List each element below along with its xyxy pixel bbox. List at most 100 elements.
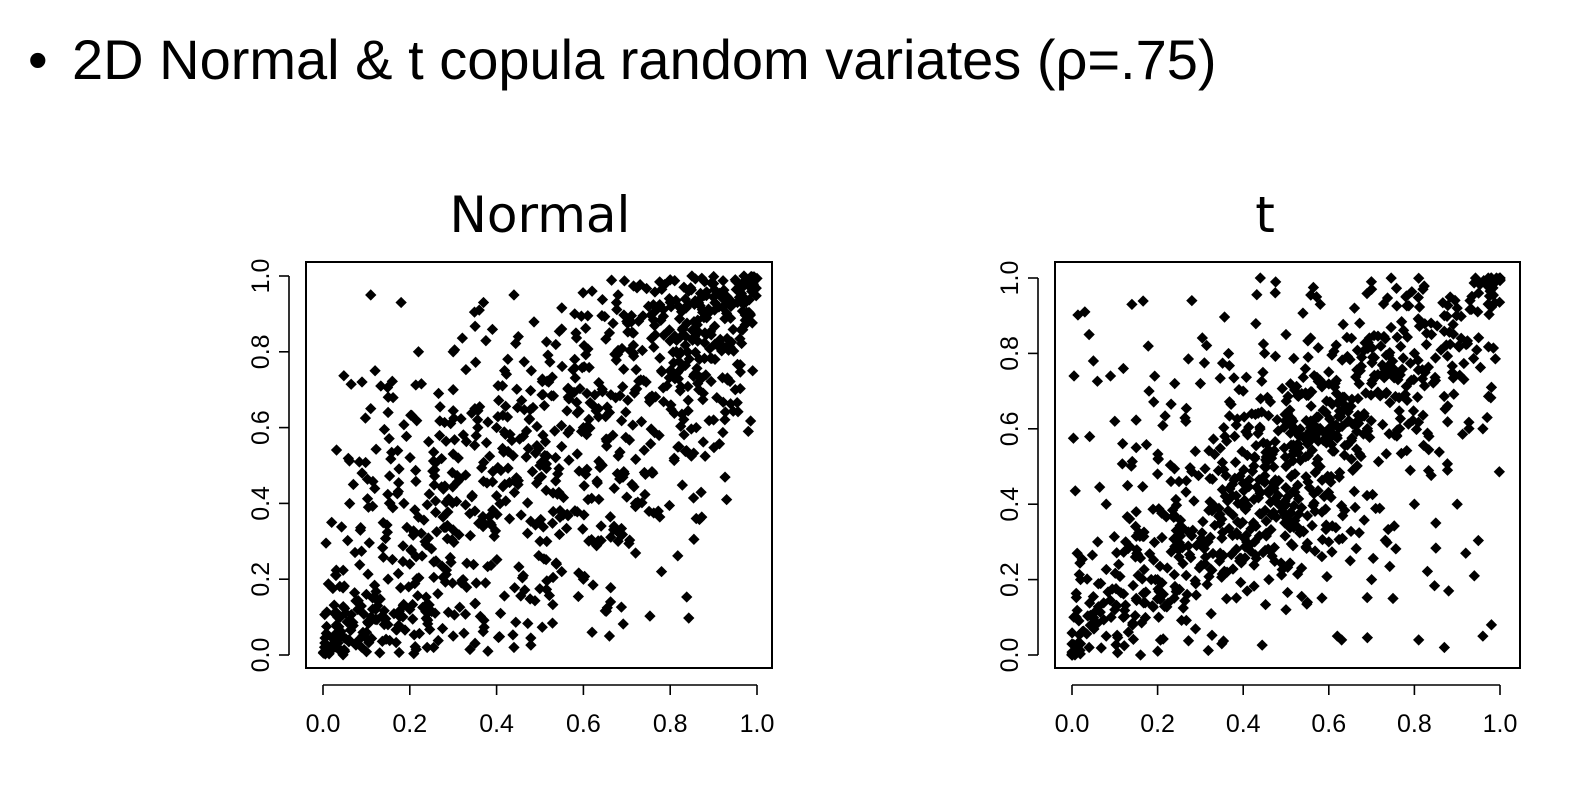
t-chart-point (1422, 361, 1435, 373)
normal-chart-point (430, 555, 442, 567)
normal-chart-point (499, 400, 512, 412)
normal-chart-point (504, 428, 516, 441)
t-chart-point (1217, 549, 1230, 562)
t-chart-point (1236, 445, 1248, 458)
normal-chart-point (707, 291, 720, 303)
normal-chart-point (612, 450, 624, 462)
t-chart-point (1296, 590, 1308, 603)
t-chart-point (1354, 317, 1366, 329)
t-chart-point (1258, 347, 1271, 360)
normal-chart-point (621, 491, 633, 503)
t-chart-point (1292, 390, 1305, 403)
normal-chart-point (739, 314, 751, 326)
normal-chart-point (635, 374, 647, 386)
normal-chart-point (407, 613, 419, 625)
normal-chart-point (423, 488, 435, 500)
normal-chart-point (683, 612, 695, 624)
t-chart-point (1206, 629, 1218, 641)
t-chart-point (1333, 471, 1345, 483)
normal-chart-point (655, 565, 668, 578)
t-chart-point (1341, 439, 1354, 451)
normal-chart-point (317, 646, 330, 658)
t-chart-point (1355, 360, 1367, 373)
t-chart-point (1361, 489, 1373, 502)
normal-chart-point (515, 509, 527, 521)
normal-chart-point (382, 488, 394, 501)
normal-chart-point (409, 464, 422, 477)
normal-chart-point (477, 296, 490, 309)
t-chart-point (1246, 465, 1259, 477)
t-chart-point (1353, 527, 1365, 539)
t-chart-point (1485, 272, 1497, 284)
t-chart-point (1438, 641, 1451, 654)
t-chart-point (1087, 590, 1099, 603)
t-chart-point (1352, 409, 1364, 421)
normal-chart-point (535, 471, 548, 483)
t-chart-point (1429, 352, 1442, 364)
t-chart-point (1441, 350, 1454, 362)
t-chart-point (1302, 351, 1314, 363)
normal-chart-point (703, 414, 715, 427)
t-chart-point (1212, 464, 1225, 477)
t-chart-point (1359, 337, 1371, 349)
t-chart-point (1289, 468, 1301, 480)
t-chart-point (1111, 629, 1123, 641)
normal-chart-point (601, 401, 613, 413)
t-chart-point (1301, 598, 1313, 610)
normal-chart-point (549, 452, 562, 464)
normal-chart-point (508, 641, 520, 654)
normal-chart-point (618, 467, 631, 480)
t-chart-point (1417, 439, 1430, 452)
normal-chart-point (472, 421, 484, 434)
t-chart-point (1205, 563, 1217, 575)
t-chart-point (1118, 640, 1130, 652)
normal-chart-point (553, 528, 566, 541)
t-chart-point (1074, 644, 1086, 657)
normal-chart-point (383, 470, 396, 482)
t-chart-point (1325, 476, 1337, 488)
t-chart-point (1418, 280, 1430, 292)
t-chart-point (1218, 311, 1231, 323)
normal-chart-point (556, 440, 568, 453)
t-chart-point (1292, 493, 1305, 505)
t-chart-point (1482, 298, 1494, 310)
t-chart-point (1360, 387, 1372, 399)
normal-chart-point (412, 590, 424, 602)
t-chart-point (1130, 506, 1142, 518)
t-chart-point (1361, 422, 1374, 435)
t-chart-point (1076, 553, 1088, 565)
t-chart-point (1235, 552, 1247, 564)
t-chart-point (1228, 474, 1240, 486)
normal-chart-point (428, 446, 440, 458)
normal-chart-point (577, 523, 589, 535)
t-chart-point (1351, 344, 1364, 356)
normal-chart-point (569, 372, 581, 384)
t-chart-point (1455, 310, 1467, 322)
normal-chart-point (494, 607, 507, 620)
normal-chart-point (441, 519, 454, 532)
t-chart-point (1413, 272, 1425, 284)
normal-chart-point (360, 646, 373, 658)
t-chart-point (1425, 317, 1437, 329)
t-chart-point (1087, 355, 1100, 367)
normal-chart-point (387, 391, 399, 404)
normal-chart-point (668, 357, 680, 369)
t-chart-point (1100, 498, 1112, 510)
t-chart-point (1169, 377, 1181, 390)
t-chart-point (1157, 633, 1169, 645)
t-chart-point (1269, 474, 1281, 486)
t-chart-point (1288, 352, 1300, 365)
normal-chart-point (378, 423, 391, 436)
normal-chart-point (328, 599, 340, 611)
t-chart-point (1308, 488, 1320, 500)
normal-chart-point (439, 480, 451, 492)
normal-chart-point (432, 634, 444, 647)
normal-chart-point (343, 615, 356, 627)
normal-chart-point (321, 606, 333, 618)
t-chart-point (1070, 591, 1082, 604)
t-chart-point (1250, 317, 1262, 330)
normal-chart-point (627, 419, 639, 431)
t-chart-point (1121, 479, 1134, 492)
normal-chart-point (383, 432, 395, 445)
normal-chart-point (626, 326, 638, 338)
